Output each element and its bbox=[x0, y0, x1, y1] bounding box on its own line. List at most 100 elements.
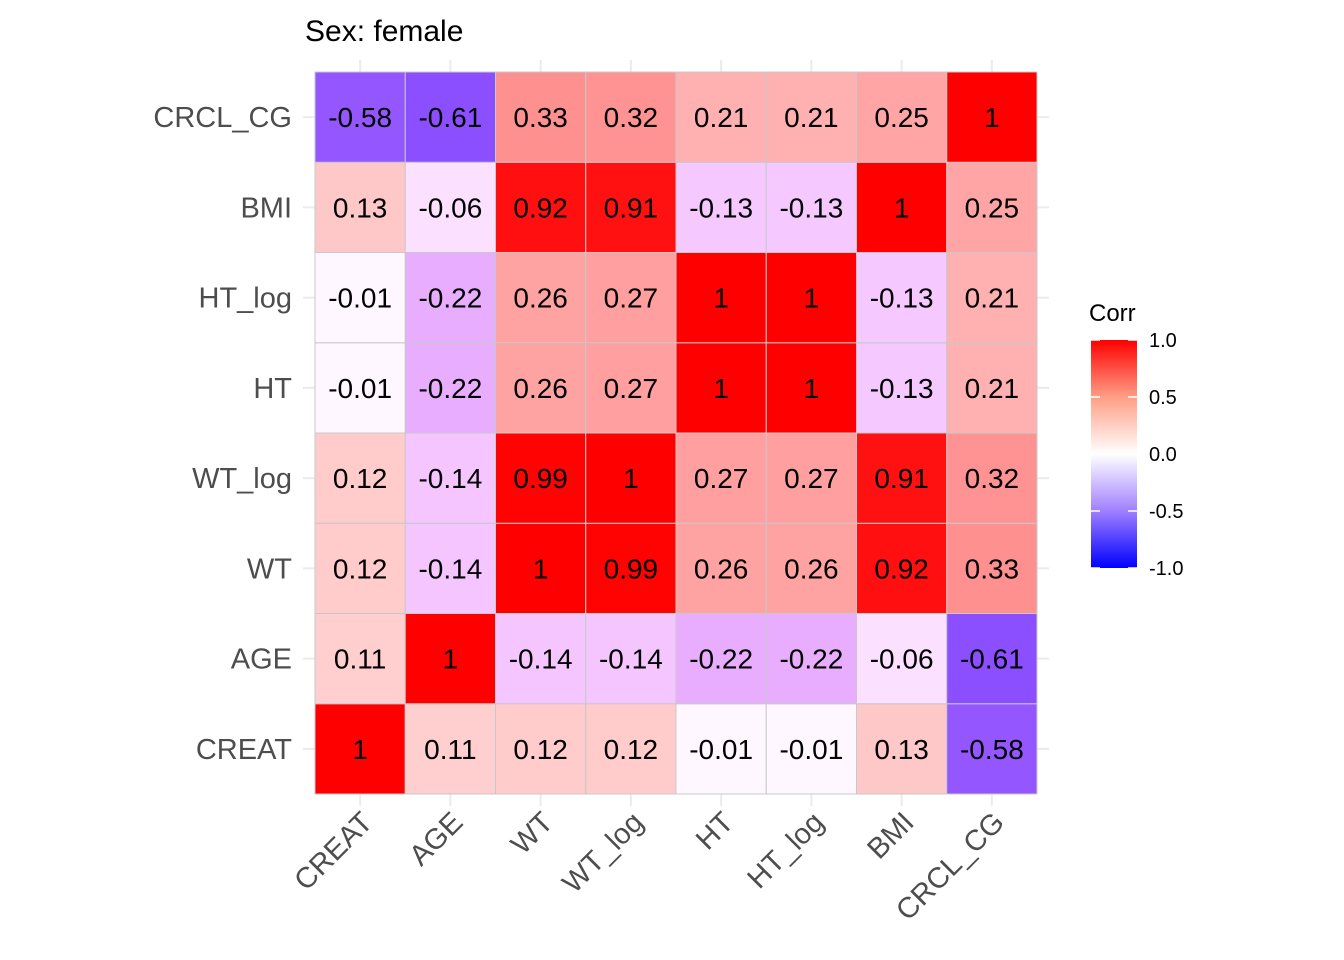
heatmap-cell-CRCL_CG-WT bbox=[495, 71, 587, 163]
cell-label-AGE-BMI: -0.06 bbox=[870, 644, 934, 675]
cell-label-CREAT-HT: -0.01 bbox=[689, 734, 753, 765]
cell-label-BMI-WT: 0.92 bbox=[513, 192, 568, 223]
legend: Corr 1.0 0.5 0.0 -0.5 -1.0 bbox=[1089, 300, 1183, 580]
heatmap-cell-BMI-BMI bbox=[856, 161, 948, 253]
cell-label-HT_log-CREAT: -0.01 bbox=[328, 283, 392, 314]
heatmap-cell-CREAT-HT_log bbox=[765, 703, 857, 795]
cell-label-HT-WT: 0.26 bbox=[513, 373, 568, 404]
heatmap-cell-CREAT-WT bbox=[495, 703, 587, 795]
cell-label-AGE-HT: -0.22 bbox=[689, 644, 753, 675]
heatmap-cell-HT_log-AGE bbox=[404, 252, 496, 344]
cell-label-HT_log-AGE: -0.22 bbox=[418, 283, 482, 314]
cell-label-BMI-WT_log: 0.91 bbox=[604, 192, 659, 223]
heatmap-cell-CREAT-WT_log bbox=[585, 703, 677, 795]
cell-label-WT_log-AGE: -0.14 bbox=[418, 463, 482, 494]
heatmap-cell-HT-HT_log bbox=[765, 342, 857, 434]
cell-label-HT_log-HT_log: 1 bbox=[804, 283, 820, 314]
legend-tick-label: -0.5 bbox=[1149, 501, 1183, 523]
heatmap-cell-WT-BMI bbox=[856, 522, 948, 614]
cell-label-WT-HT_log: 0.26 bbox=[784, 553, 839, 584]
y-tick-label-CREAT: CREAT bbox=[196, 734, 292, 766]
cell-label-AGE-CRCL_CG: -0.61 bbox=[960, 644, 1024, 675]
cell-label-HT-BMI: -0.13 bbox=[870, 373, 934, 404]
cell-label-WT-HT: 0.26 bbox=[694, 553, 749, 584]
cell-label-HT-WT_log: 0.27 bbox=[604, 373, 659, 404]
heatmap-cell-HT_log-HT_log bbox=[765, 252, 857, 344]
heatmap-cell-HT-AGE bbox=[404, 342, 496, 434]
y-tick-label-HT: HT bbox=[253, 373, 292, 405]
cell-label-CREAT-AGE: 0.11 bbox=[424, 734, 476, 765]
heatmap-cell-WT_log-WT_log bbox=[585, 432, 677, 524]
heatmap-cell-WT-CRCL_CG bbox=[946, 522, 1038, 614]
heatmap-cells bbox=[314, 71, 1038, 795]
y-tick-label-WT_log: WT_log bbox=[192, 463, 292, 495]
cell-label-CREAT-WT_log: 0.12 bbox=[604, 734, 659, 765]
heatmap-cell-AGE-WT bbox=[495, 613, 587, 705]
cell-label-CRCL_CG-AGE: -0.61 bbox=[418, 102, 482, 133]
heatmap-cell-BMI-AGE bbox=[404, 161, 496, 253]
cell-label-CRCL_CG-WT: 0.33 bbox=[513, 102, 568, 133]
heatmap-cell-HT-CRCL_CG bbox=[946, 342, 1038, 434]
heatmap-cell-BMI-HT_log bbox=[765, 161, 857, 253]
cell-label-HT_log-WT: 0.26 bbox=[513, 283, 568, 314]
cell-label-CRCL_CG-BMI: 0.25 bbox=[874, 102, 929, 133]
legend-ticks: 1.0 0.5 0.0 -0.5 -1.0 bbox=[1091, 330, 1183, 580]
heatmap-cell-AGE-CREAT bbox=[314, 613, 406, 705]
cell-label-BMI-HT: -0.13 bbox=[689, 192, 753, 223]
y-tick-label-HT_log: HT_log bbox=[199, 283, 293, 315]
cell-label-CRCL_CG-CREAT: -0.58 bbox=[328, 102, 392, 133]
heatmap-cell-CRCL_CG-CRCL_CG bbox=[946, 71, 1038, 163]
cell-label-CRCL_CG-HT: 0.21 bbox=[694, 102, 749, 133]
cell-label-HT_log-WT_log: 0.27 bbox=[604, 283, 659, 314]
heatmap-cell-BMI-WT_log bbox=[585, 161, 677, 253]
legend-tick-label: 1.0 bbox=[1149, 330, 1177, 352]
heatmap-cell-CRCL_CG-HT bbox=[675, 71, 767, 163]
cell-label-HT_log-BMI: -0.13 bbox=[870, 283, 934, 314]
legend-tick-label: -1.0 bbox=[1149, 558, 1183, 580]
heatmap-cell-CRCL_CG-CREAT bbox=[314, 71, 406, 163]
heatmap-cell-WT-HT_log bbox=[765, 522, 857, 614]
heatmap-cell-labels: 1 0.11 0.12 0.12 -0.01 -0.01 0.13 -0.58 0.11 1 -0.… bbox=[328, 102, 1024, 765]
heatmap-cell-WT_log-WT bbox=[495, 432, 587, 524]
cell-label-WT-AGE: -0.14 bbox=[418, 553, 482, 584]
heatmap-cell-CREAT-CRCL_CG bbox=[946, 703, 1038, 795]
cell-label-WT_log-CRCL_CG: 0.32 bbox=[965, 463, 1020, 494]
heatmap-cell-BMI-CREAT bbox=[314, 161, 406, 253]
cell-label-AGE-AGE: 1 bbox=[443, 644, 459, 675]
heatmap-cell-WT-WT_log bbox=[585, 522, 677, 614]
heatmap-cell-AGE-CRCL_CG bbox=[946, 613, 1038, 705]
heatmap-cell-AGE-HT_log bbox=[765, 613, 857, 705]
cell-label-WT_log-HT: 0.27 bbox=[694, 463, 749, 494]
cell-label-BMI-AGE: -0.06 bbox=[418, 192, 482, 223]
heatmap-cell-WT-AGE bbox=[404, 522, 496, 614]
cell-label-WT_log-HT_log: 0.27 bbox=[784, 463, 839, 494]
heatmap-cell-HT_log-WT_log bbox=[585, 252, 677, 344]
cell-label-AGE-WT: -0.14 bbox=[509, 644, 573, 675]
heatmap-cell-CREAT-HT bbox=[675, 703, 767, 795]
heatmap-cell-BMI-CRCL_CG bbox=[946, 161, 1038, 253]
heatmap-cell-CRCL_CG-WT_log bbox=[585, 71, 677, 163]
heatmap-cell-WT_log-CRCL_CG bbox=[946, 432, 1038, 524]
cell-label-AGE-WT_log: -0.14 bbox=[599, 644, 663, 675]
y-tick-label-BMI: BMI bbox=[240, 192, 292, 224]
legend-tick-label: 0.0 bbox=[1149, 444, 1177, 466]
legend-tick-label: 0.5 bbox=[1149, 387, 1177, 409]
cell-label-HT-HT: 1 bbox=[713, 373, 729, 404]
cell-label-WT_log-WT_log: 1 bbox=[623, 463, 639, 494]
cell-label-BMI-BMI: 1 bbox=[894, 192, 910, 223]
cell-label-CRCL_CG-CRCL_CG: 1 bbox=[984, 102, 1000, 133]
cell-label-WT-CRCL_CG: 0.33 bbox=[965, 553, 1020, 584]
heatmap-cell-BMI-WT bbox=[495, 161, 587, 253]
heatmap-cell-WT_log-AGE bbox=[404, 432, 496, 524]
heatmap-cell-CRCL_CG-BMI bbox=[856, 71, 948, 163]
cell-label-WT-CREAT: 0.12 bbox=[333, 553, 388, 584]
cell-label-CREAT-CRCL_CG: -0.58 bbox=[960, 734, 1024, 765]
cell-label-HT-CREAT: -0.01 bbox=[328, 373, 392, 404]
cell-label-HT-HT_log: 1 bbox=[804, 373, 820, 404]
heatmap-cell-CRCL_CG-HT_log bbox=[765, 71, 857, 163]
cell-label-WT-WT_log: 0.99 bbox=[604, 553, 659, 584]
cell-label-WT-WT: 1 bbox=[533, 553, 549, 584]
y-tick-label-WT: WT bbox=[247, 553, 292, 585]
cell-label-HT_log-HT: 1 bbox=[713, 283, 729, 314]
